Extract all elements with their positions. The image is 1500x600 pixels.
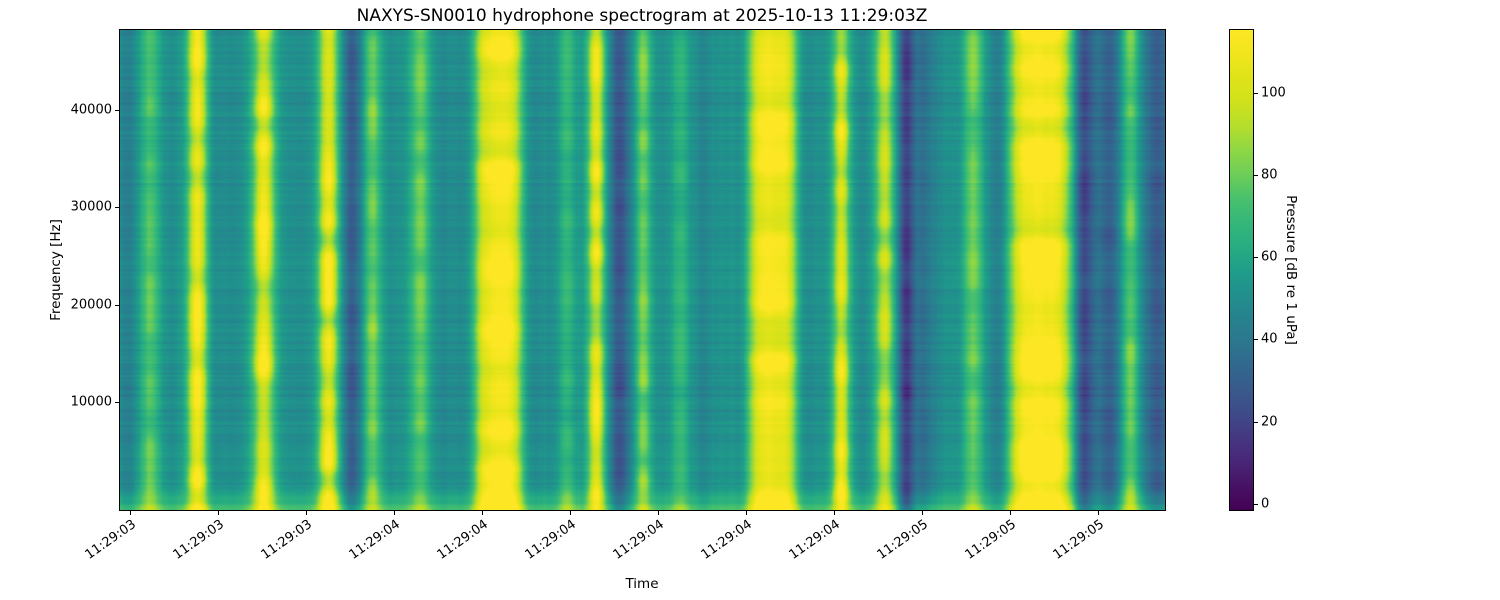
y-tick-label: 30000 bbox=[70, 199, 112, 215]
spectrogram-heatmap bbox=[120, 30, 1165, 510]
x-tick-mark bbox=[570, 511, 571, 515]
colorbar-tick-mark bbox=[1254, 92, 1258, 94]
x-tick-mark bbox=[394, 511, 395, 515]
y-tick-mark bbox=[115, 401, 119, 403]
x-tick-mark bbox=[834, 511, 835, 515]
x-tick-mark bbox=[218, 511, 219, 515]
x-tick-label-text: 11:29:04 bbox=[522, 517, 579, 563]
y-tick-mark bbox=[115, 304, 119, 306]
colorbar-tick-label: 100 bbox=[1261, 85, 1286, 101]
x-tick-label-text: 11:29:03 bbox=[258, 517, 315, 563]
colorbar-tick-label: 0 bbox=[1261, 496, 1270, 512]
x-tick-mark bbox=[922, 511, 923, 515]
colorbar-tick-mark bbox=[1254, 421, 1258, 423]
x-tick-label-text: 11:29:04 bbox=[698, 517, 755, 563]
x-tick-mark bbox=[1010, 511, 1011, 515]
x-tick-label-text: 11:29:04 bbox=[434, 517, 491, 563]
x-tick-mark bbox=[1098, 511, 1099, 515]
x-tick-label-text: 11:29:03 bbox=[82, 517, 139, 563]
colorbar-tick-mark bbox=[1254, 339, 1258, 341]
x-tick-mark bbox=[482, 511, 483, 515]
colorbar-tick-label: 60 bbox=[1261, 249, 1278, 265]
x-tick-label-text: 11:29:03 bbox=[170, 517, 227, 563]
colorbar-tick-label: 20 bbox=[1261, 414, 1278, 430]
x-tick-label-text: 11:29:04 bbox=[610, 517, 667, 563]
colorbar-tick-mark bbox=[1254, 503, 1258, 505]
x-tick-label-text: 11:29:05 bbox=[962, 517, 1019, 563]
y-tick-label: 20000 bbox=[70, 297, 112, 313]
x-tick-mark bbox=[306, 511, 307, 515]
y-tick-mark bbox=[115, 207, 119, 209]
colorbar-tick-label: 80 bbox=[1261, 167, 1278, 183]
x-tick-mark bbox=[130, 511, 131, 515]
x-tick-label-text: 11:29:04 bbox=[786, 517, 843, 563]
colorbar bbox=[1229, 29, 1254, 511]
y-tick-mark bbox=[115, 110, 119, 111]
colorbar-tick-mark bbox=[1254, 257, 1258, 259]
x-tick-label-text: 11:29:04 bbox=[346, 517, 403, 563]
chart-title: NAXYS-SN0010 hydrophone spectrogram at 2… bbox=[356, 6, 928, 26]
x-tick-label-text: 11:29:05 bbox=[874, 517, 931, 563]
x-tick-mark bbox=[658, 511, 659, 515]
y-axis-label: Frequency [Hz] bbox=[48, 219, 64, 321]
x-tick-mark bbox=[746, 511, 747, 515]
y-tick-label: 10000 bbox=[70, 394, 112, 410]
x-tick-label-text: 11:29:05 bbox=[1050, 517, 1107, 563]
colorbar-tick-label: 40 bbox=[1261, 331, 1278, 347]
colorbar-label: Pressure [dB re 1 uPa] bbox=[1283, 195, 1299, 345]
x-axis-label: Time bbox=[625, 576, 659, 592]
y-tick-label: 40000 bbox=[70, 102, 112, 118]
colorbar-tick-mark bbox=[1254, 175, 1258, 177]
